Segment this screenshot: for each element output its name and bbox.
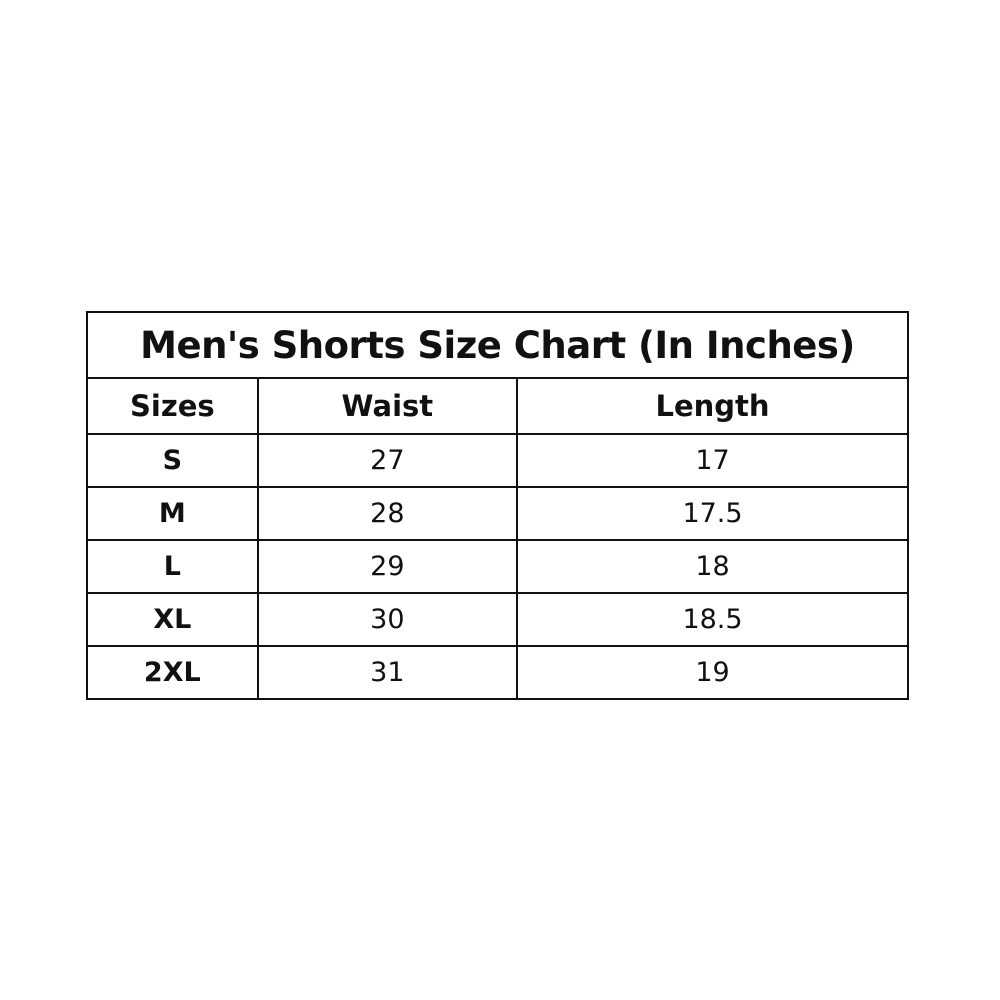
length-cell: 18.5 xyxy=(516,592,909,647)
waist-cell: 28 xyxy=(256,486,519,541)
waist-cell: 27 xyxy=(256,433,519,488)
table-row: L 29 18 xyxy=(86,539,909,594)
size-cell: XL xyxy=(86,592,259,647)
waist-cell: 31 xyxy=(256,645,519,700)
size-chart-table: Men's Shorts Size Chart (In Inches) Size… xyxy=(86,311,909,700)
header-row: Sizes Waist Length xyxy=(86,377,909,435)
size-cell: S xyxy=(86,433,259,488)
table-row: 2XL 31 19 xyxy=(86,645,909,700)
header-sizes: Sizes xyxy=(86,377,259,435)
header-waist: Waist xyxy=(256,377,519,435)
waist-cell: 30 xyxy=(256,592,519,647)
length-cell: 18 xyxy=(516,539,909,594)
length-cell: 17 xyxy=(516,433,909,488)
size-cell: L xyxy=(86,539,259,594)
table-row: XL 30 18.5 xyxy=(86,592,909,647)
table-title: Men's Shorts Size Chart (In Inches) xyxy=(86,311,909,379)
length-cell: 17.5 xyxy=(516,486,909,541)
table-row: M 28 17.5 xyxy=(86,486,909,541)
size-cell: 2XL xyxy=(86,645,259,700)
length-cell: 19 xyxy=(516,645,909,700)
table-row: S 27 17 xyxy=(86,433,909,488)
size-cell: M xyxy=(86,486,259,541)
header-length: Length xyxy=(516,377,909,435)
waist-cell: 29 xyxy=(256,539,519,594)
